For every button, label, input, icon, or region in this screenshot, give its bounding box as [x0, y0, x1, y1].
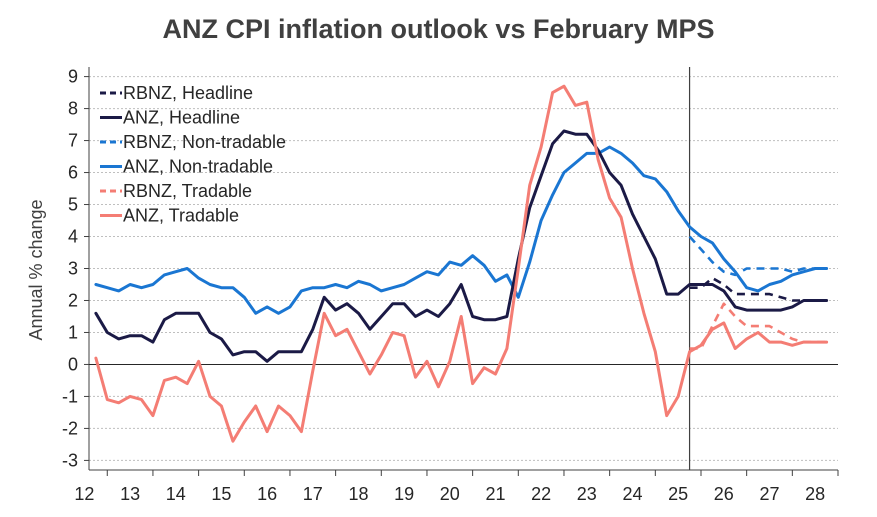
legend-item: ANZ, Headline [100, 108, 240, 128]
legend-item: RBNZ, Non-tradable [100, 132, 286, 152]
chart-title: ANZ CPI inflation outlook vs February MP… [162, 14, 715, 44]
x-tick-label: 14 [166, 484, 186, 504]
x-tick-label: 16 [257, 484, 277, 504]
legend-label: RBNZ, Non-tradable [123, 132, 286, 152]
x-tick-label: 19 [394, 484, 414, 504]
x-tick-label: 22 [531, 484, 551, 504]
x-tick-label: 26 [714, 484, 734, 504]
x-tick-label: 23 [577, 484, 597, 504]
y-tick-label: 2 [68, 290, 78, 310]
legend-label: ANZ, Headline [123, 108, 240, 128]
x-tick-label: 17 [303, 484, 323, 504]
y-tick-label: 7 [68, 131, 78, 151]
y-tick-label: 9 [68, 67, 78, 87]
x-tick-label: 21 [485, 484, 505, 504]
x-tick-label: 12 [74, 484, 94, 504]
legend-item: ANZ, Non-tradable [100, 157, 273, 177]
series-line-anz-non-tradable [94, 145, 829, 315]
gridlines [89, 76, 838, 461]
legend-label: RBNZ, Tradable [123, 181, 252, 201]
legend-item: RBNZ, Headline [100, 83, 253, 103]
y-tick-label: 5 [68, 195, 78, 215]
series-lines [94, 84, 829, 443]
y-axis-label: Annual % change [26, 199, 46, 340]
x-tick-label: 25 [668, 484, 688, 504]
y-tick-label: 8 [68, 99, 78, 119]
legend: RBNZ, Headline ANZ, Headline RBNZ, Non-tra… [100, 83, 286, 226]
axes [84, 67, 839, 476]
x-tick-label: 18 [348, 484, 368, 504]
legend-label: ANZ, Tradable [123, 206, 239, 226]
y-tick-label: 0 [68, 354, 78, 374]
y-tick-label: 4 [68, 227, 78, 247]
x-tick-label: 15 [211, 484, 231, 504]
y-tick-label: -1 [62, 386, 78, 406]
series-line-rbnz-non-tradable [688, 235, 827, 277]
y-tick-label: 6 [68, 163, 78, 183]
y-tick-label: 1 [68, 322, 78, 342]
series-line-rbnz-tradable [689, 302, 827, 350]
x-tick-label: 20 [440, 484, 460, 504]
x-tick-label: 28 [805, 484, 825, 504]
x-tick-label: 13 [120, 484, 140, 504]
y-tick-label: 3 [68, 259, 78, 279]
y-tick-label: -3 [62, 450, 78, 470]
legend-item: RBNZ, Tradable [100, 181, 252, 201]
y-tick-label: -2 [62, 418, 78, 438]
legend-label: RBNZ, Headline [123, 83, 253, 103]
x-tick-label: 24 [622, 484, 642, 504]
series-line-rbnz-headline [689, 276, 827, 302]
x-tick-label: 27 [759, 484, 779, 504]
legend-label: ANZ, Non-tradable [123, 157, 273, 177]
legend-item: ANZ, Tradable [100, 206, 239, 226]
